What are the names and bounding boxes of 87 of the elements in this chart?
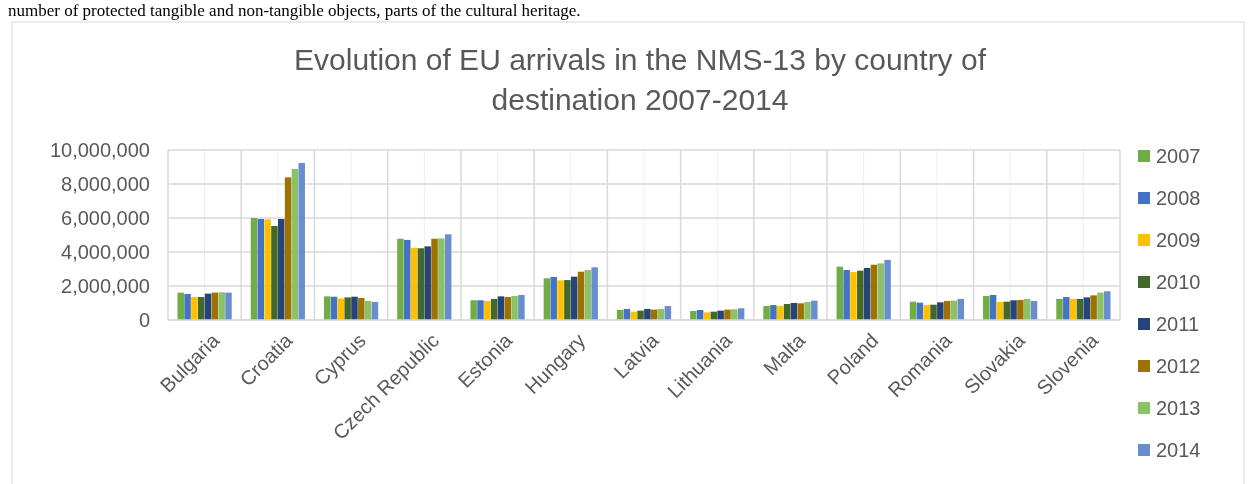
bar — [404, 239, 411, 320]
bar — [731, 309, 738, 320]
bar — [191, 297, 198, 320]
bar — [937, 302, 944, 320]
bar — [770, 305, 777, 320]
bar — [278, 219, 285, 320]
bar — [850, 272, 857, 320]
legend-label: 2011 — [1156, 313, 1200, 335]
bar — [591, 267, 598, 320]
bar — [184, 293, 191, 320]
bar — [410, 247, 418, 320]
legend-label: 2013 — [1156, 397, 1201, 419]
bar — [511, 296, 518, 320]
bar — [1056, 298, 1063, 320]
bar — [857, 270, 864, 320]
y-tick-label: 2,000,000 — [61, 275, 150, 297]
bar — [218, 292, 225, 320]
bar — [424, 246, 431, 320]
legend-label: 2008 — [1156, 187, 1201, 209]
bar — [484, 300, 491, 320]
bar — [358, 298, 365, 320]
bar — [584, 270, 592, 320]
chart-title: Evolution of EU arrivals in the NMS-13 by country of destination 2007-2014 — [294, 43, 987, 116]
y-tick-label: 0 — [138, 309, 150, 331]
y-tick-label: 6,000,000 — [61, 207, 150, 229]
bar — [690, 310, 697, 320]
bar — [444, 234, 452, 320]
bar — [431, 238, 438, 320]
bar — [637, 310, 644, 320]
bar — [337, 298, 345, 320]
bar — [923, 305, 930, 320]
bar — [518, 295, 525, 320]
bar — [351, 296, 358, 320]
legend-label: 2007 — [1156, 145, 1201, 167]
legend-label: 2012 — [1156, 355, 1201, 377]
bar — [497, 296, 505, 320]
bar — [870, 264, 878, 320]
bar — [477, 300, 484, 320]
bar — [983, 296, 990, 320]
legend-label: 2010 — [1156, 271, 1201, 293]
bar — [811, 300, 818, 320]
text: number of protected tangible and non-tangible objects, parts of the cultural heritage. — [8, 1, 581, 20]
bar — [470, 300, 477, 320]
y-tick-label: 4,000,000 — [61, 241, 150, 263]
bar — [550, 276, 557, 320]
bar — [1104, 291, 1111, 320]
bar — [323, 296, 331, 320]
bar — [1097, 292, 1104, 320]
bar — [570, 276, 578, 320]
bar — [644, 308, 651, 320]
bar — [257, 219, 265, 320]
bar — [724, 309, 731, 320]
bar — [763, 306, 770, 320]
y-tick-label: 10,000,000 — [49, 139, 150, 161]
bar — [564, 280, 571, 320]
bar — [543, 278, 551, 320]
bar — [843, 270, 850, 320]
legend-label: 2009 — [1156, 229, 1201, 251]
bar — [264, 219, 271, 320]
bar — [250, 218, 258, 320]
bar — [225, 292, 232, 320]
bar — [797, 303, 804, 320]
bar — [1017, 299, 1024, 320]
legend-label: 2014 — [1156, 439, 1201, 461]
bar — [557, 280, 564, 320]
bar — [717, 310, 724, 320]
bar — [438, 238, 445, 320]
bar — [344, 297, 351, 320]
bar — [397, 238, 404, 320]
bar — [177, 292, 184, 320]
bar — [298, 162, 305, 320]
bar — [291, 169, 299, 320]
y-tick-label: 8,000,000 — [61, 173, 150, 195]
bar — [884, 259, 891, 320]
bar — [930, 304, 937, 320]
bar — [1090, 295, 1097, 320]
bar — [284, 177, 292, 320]
bar — [863, 267, 871, 320]
bar — [271, 225, 278, 320]
bar — [1063, 297, 1070, 320]
bar — [836, 266, 844, 320]
bar — [804, 301, 811, 320]
bar — [577, 271, 585, 320]
bar — [1010, 300, 1017, 320]
bar — [877, 263, 884, 320]
bar — [417, 248, 425, 320]
bar — [1083, 297, 1091, 320]
